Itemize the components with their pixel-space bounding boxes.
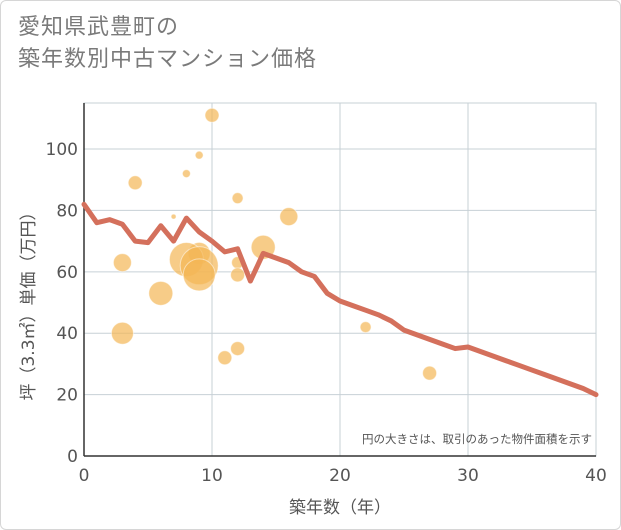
bubble xyxy=(230,341,246,357)
bubble xyxy=(112,253,132,273)
x-tick-label: 0 xyxy=(79,466,90,486)
bubble xyxy=(181,169,191,179)
bubble xyxy=(170,213,177,220)
bubble xyxy=(110,321,134,345)
bubbles xyxy=(110,107,438,381)
bubble xyxy=(182,258,216,292)
x-tick-label: 30 xyxy=(457,466,479,486)
bubble xyxy=(204,107,220,123)
y-tick-labels: 0 20 40 60 80 100 xyxy=(46,140,78,467)
bubble xyxy=(279,207,299,227)
chart-title-line1: 愛知県武豊町の xyxy=(18,15,180,40)
bubble xyxy=(217,350,233,366)
x-tick-label: 10 xyxy=(201,466,223,486)
y-tick-label: 60 xyxy=(56,263,78,283)
y-tick-label: 100 xyxy=(46,140,78,160)
grid-lines xyxy=(83,102,597,457)
y-tick-label: 0 xyxy=(67,447,78,467)
x-tick-labels: 0 10 20 30 40 xyxy=(79,466,607,486)
bubble xyxy=(231,192,244,205)
bubble xyxy=(127,175,143,191)
y-tick-label: 40 xyxy=(56,324,78,344)
bubble xyxy=(194,150,204,160)
x-tick-label: 40 xyxy=(585,466,607,486)
y-tick-label: 80 xyxy=(56,201,78,221)
x-axis-label: 築年数（年） xyxy=(289,498,391,518)
x-tick-label: 20 xyxy=(329,466,351,486)
bubble xyxy=(148,280,174,306)
chart-title: 愛知県武豊町の 築年数別中古マンション価格 xyxy=(18,12,317,76)
bubble xyxy=(230,267,246,283)
bubble xyxy=(359,321,372,334)
chart-title-line2: 築年数別中古マンション価格 xyxy=(18,47,318,72)
y-tick-label: 20 xyxy=(56,386,78,406)
bubble-size-note: 円の大きさは、取引のあった物件面積を示す xyxy=(362,432,592,446)
y-axis-label: 坪（3.3㎡）単価（万円） xyxy=(19,203,39,400)
bubble xyxy=(422,365,438,381)
average-price-line xyxy=(81,201,599,398)
